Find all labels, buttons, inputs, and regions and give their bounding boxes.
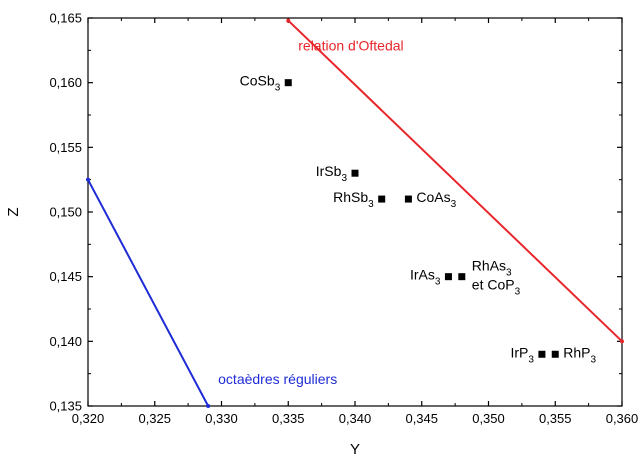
y-tick-label: 0,155 bbox=[49, 140, 82, 155]
y-tick-label: 0,165 bbox=[49, 11, 82, 26]
regular-label: octaèdres réguliers bbox=[218, 371, 337, 387]
y-tick-label: 0,140 bbox=[49, 334, 82, 349]
y-tick-label: 0,135 bbox=[49, 399, 82, 414]
x-tick-label: 0,320 bbox=[72, 411, 105, 426]
point-label: CoAs3 bbox=[416, 189, 456, 210]
point-iras3 bbox=[444, 273, 452, 281]
point-label: IrSb3 bbox=[316, 163, 348, 184]
oftedal-endpoint bbox=[286, 18, 291, 23]
x-tick-label: 0,360 bbox=[606, 411, 639, 426]
point-label: RhSb3 bbox=[333, 189, 374, 210]
y-tick-label: 0,150 bbox=[49, 205, 82, 220]
point-rhas3 bbox=[458, 273, 466, 281]
oftedal-line bbox=[287, 19, 623, 343]
x-tick-label: 0,345 bbox=[405, 411, 438, 426]
x-tick-label: 0,340 bbox=[339, 411, 372, 426]
regular-line bbox=[87, 179, 210, 407]
y-tick-label: 0,160 bbox=[49, 75, 82, 90]
point-label: IrP3 bbox=[510, 344, 534, 365]
y-tick-label: 0,145 bbox=[49, 269, 82, 284]
point-cosb3 bbox=[284, 79, 292, 87]
point-rhp3 bbox=[551, 350, 559, 358]
x-tick-label: 0,335 bbox=[272, 411, 305, 426]
point-irsb3 bbox=[351, 169, 359, 177]
point-label: CoSb3 bbox=[240, 73, 281, 94]
y-axis-label: Z bbox=[5, 207, 22, 216]
x-tick-label: 0,355 bbox=[539, 411, 572, 426]
x-tick-label: 0,330 bbox=[205, 411, 238, 426]
regular-endpoint bbox=[86, 177, 90, 182]
point-label: RhAs3 bbox=[472, 258, 512, 279]
oftedal-endpoint bbox=[620, 339, 624, 344]
point-irp3 bbox=[538, 350, 546, 358]
point-rhsb3 bbox=[378, 195, 386, 203]
x-axis-label: Y bbox=[350, 441, 360, 458]
oftedal-label: relation d'Oftedal bbox=[298, 38, 403, 54]
reference-lines: relation d'Oftedal octaèdres réguliers bbox=[86, 18, 624, 408]
point-label: IrAs3 bbox=[410, 267, 441, 288]
point-label: RhP3 bbox=[563, 344, 596, 365]
point-label: et CoP3 bbox=[472, 277, 521, 298]
axis-ticks: 0,320 0,325 0,330 0,335 0,340 0,345 0,350 0,355… bbox=[49, 11, 638, 427]
x-tick-label: 0,325 bbox=[138, 411, 171, 426]
plot-frame bbox=[87, 17, 623, 407]
point-coas3 bbox=[404, 195, 412, 203]
x-tick-label: 0,350 bbox=[472, 411, 505, 426]
regular-endpoint bbox=[206, 404, 211, 408]
